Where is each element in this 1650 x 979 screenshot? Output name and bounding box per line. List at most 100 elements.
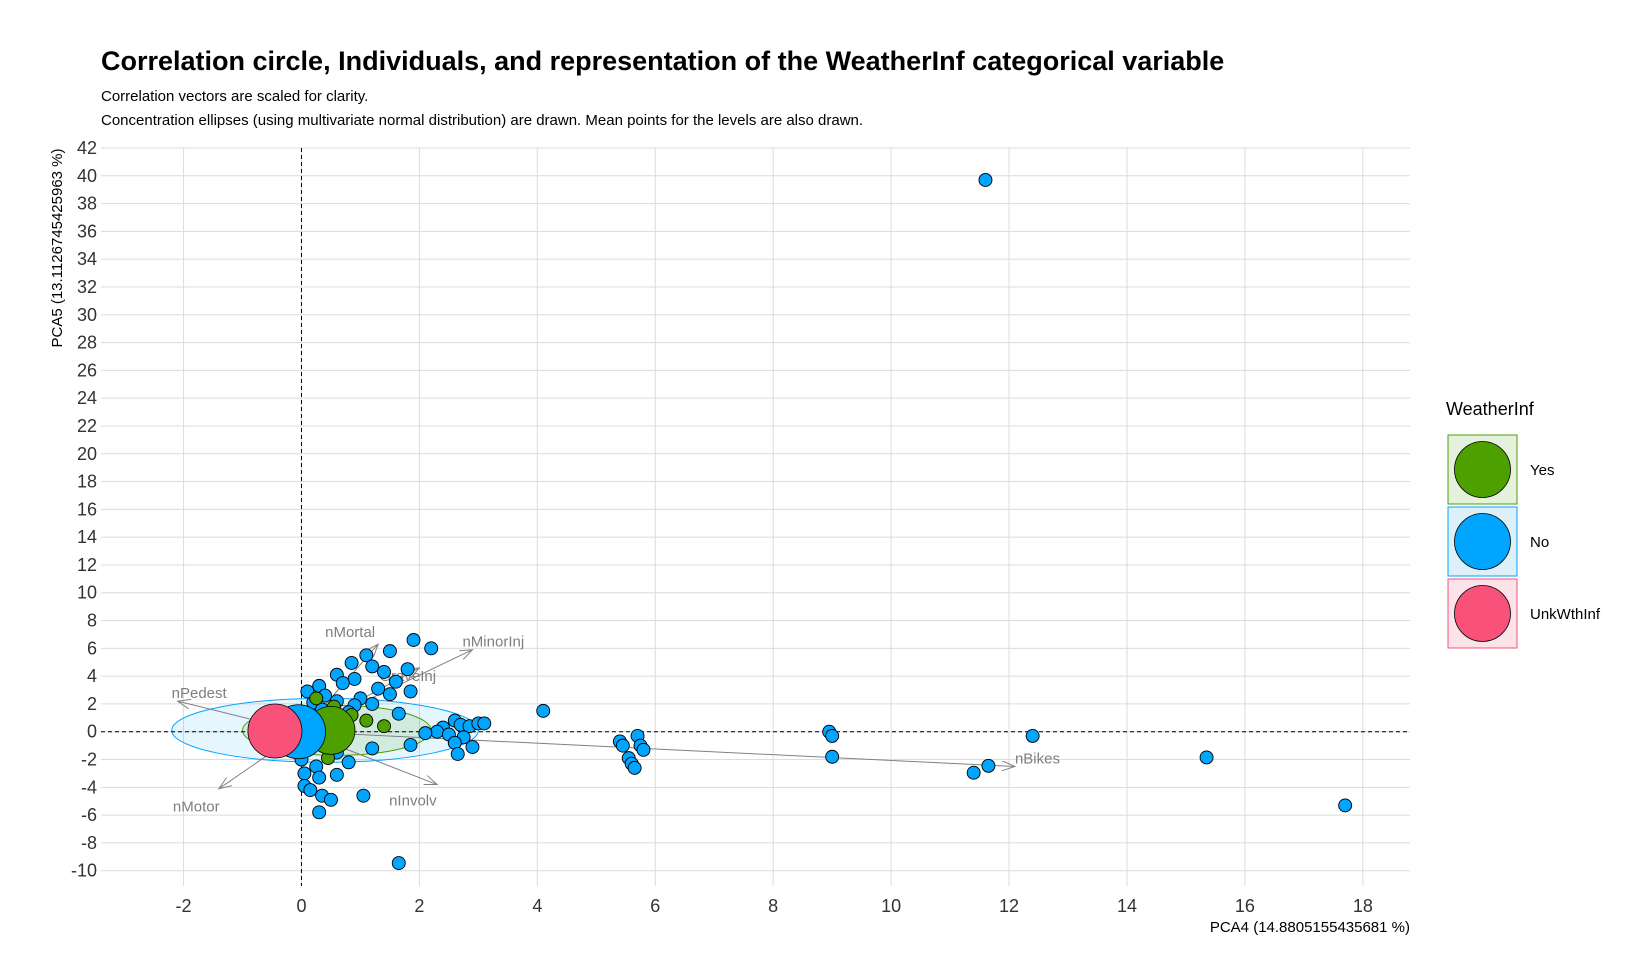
point-no (403, 684, 418, 699)
vector-label-ninvolv: nInvolv (389, 793, 437, 810)
x-tick-label: 6 (650, 896, 660, 916)
point-no (382, 644, 397, 659)
point-no (341, 755, 356, 770)
y-tick-label: 6 (87, 638, 97, 658)
y-tick-label: 4 (87, 666, 97, 686)
y-tick-label: 8 (87, 611, 97, 631)
grid (101, 147, 1410, 886)
x-tick-label: 2 (414, 896, 424, 916)
chart-subtitle-line-1: Correlation vectors are scaled for clari… (101, 88, 368, 105)
x-tick-label: 12 (999, 896, 1019, 916)
y-tick-label: 18 (77, 472, 97, 492)
x-tick-label: -2 (176, 896, 192, 916)
point-no (424, 641, 439, 656)
point-no (356, 788, 371, 803)
y-tick-label: -8 (81, 833, 97, 853)
point-no (825, 749, 840, 764)
y-tick-label: 12 (77, 555, 97, 575)
y-axis-title: PCA5 (13.1126745425963 %) (49, 148, 66, 347)
x-tick-label: 14 (1117, 896, 1137, 916)
y-axis-ticks: -10-8-6-4-202468101214161820222426283032… (71, 138, 97, 881)
point-no (324, 792, 338, 807)
individual-points (294, 173, 1353, 871)
point-no (477, 716, 492, 731)
y-tick-label: 10 (77, 583, 97, 603)
mean-point-unkwthinf (247, 703, 303, 759)
y-tick-label: 36 (77, 221, 97, 241)
y-tick-label: 26 (77, 360, 97, 380)
y-tick-label: 32 (77, 277, 97, 297)
point-yes (309, 691, 324, 706)
point-no (388, 674, 403, 689)
y-tick-label: 22 (77, 416, 97, 436)
point-yes (377, 719, 391, 734)
point-no (365, 659, 380, 674)
vector-label-nmortal: nMortal (325, 624, 375, 641)
mean-points (247, 703, 356, 760)
legend-label-no: No (1530, 534, 1549, 551)
point-no (978, 173, 993, 187)
x-axis-ticks: -2 0 2 4 6 8 10 12 14 16 18 (176, 896, 1373, 916)
point-no (312, 805, 327, 820)
legend-label-unkwthinf: UnkWthInf (1530, 606, 1601, 623)
point-no (400, 662, 415, 677)
point-no (391, 856, 406, 871)
y-tick-label: 0 (87, 722, 97, 742)
chart-subtitle-line-2: Concentration ellipses (using multivaria… (101, 112, 863, 129)
legend-title: WeatherInf (1446, 399, 1535, 419)
point-no (335, 676, 350, 691)
point-no (303, 783, 318, 798)
point-no (1338, 798, 1353, 813)
point-no (465, 740, 480, 754)
point-no (365, 741, 380, 756)
y-tick-label: 28 (77, 333, 97, 353)
x-tick-label: 8 (768, 896, 778, 916)
x-tick-label: 16 (1235, 896, 1255, 916)
vector-label-nminorinj: nMinorInj (462, 634, 524, 651)
point-no (297, 766, 312, 781)
point-no (536, 703, 551, 718)
vector-label-nbikes: nBikes (1015, 750, 1060, 767)
point-no (966, 765, 981, 780)
y-tick-label: 2 (87, 694, 97, 714)
point-no (627, 760, 642, 775)
y-tick-label: 16 (77, 499, 97, 519)
legend-swatch-yes (1454, 441, 1511, 498)
point-no (430, 724, 445, 739)
y-tick-label: 20 (77, 444, 97, 464)
x-tick-label: 4 (532, 896, 542, 916)
point-no (359, 648, 374, 663)
point-no (1199, 750, 1214, 765)
y-tick-label: -2 (81, 750, 97, 770)
point-no (636, 742, 651, 757)
y-tick-label: 30 (77, 305, 97, 325)
point-no (450, 747, 465, 761)
point-no (825, 728, 840, 743)
legend-label-yes: Yes (1530, 462, 1554, 479)
point-no (406, 633, 421, 647)
point-no (312, 770, 327, 785)
x-tick-label: 10 (881, 896, 901, 916)
point-no (418, 726, 433, 741)
legend: WeatherInf Yes No UnkWthInf (1446, 399, 1601, 649)
point-no (377, 665, 391, 679)
point-yes (359, 713, 374, 728)
point-no (344, 655, 359, 670)
point-no (365, 696, 380, 711)
point-no (403, 737, 418, 752)
legend-swatch-unkwthinf (1454, 585, 1511, 642)
y-tick-label: 14 (77, 527, 97, 547)
y-tick-label: 42 (77, 138, 97, 158)
y-tick-label: 24 (77, 388, 97, 408)
y-tick-label: 34 (77, 249, 97, 269)
y-tick-label: 40 (77, 166, 97, 186)
point-no (347, 671, 362, 686)
x-tick-label: 0 (296, 896, 306, 916)
vector-label-nmotor: nMotor (173, 799, 220, 816)
x-tick-label: 18 (1353, 896, 1373, 916)
vector-label-npedest: nPedest (172, 685, 228, 702)
point-no (329, 767, 344, 782)
x-axis-title: PCA4 (14.8805155435681 %) (1210, 919, 1410, 936)
point-no (391, 706, 406, 721)
